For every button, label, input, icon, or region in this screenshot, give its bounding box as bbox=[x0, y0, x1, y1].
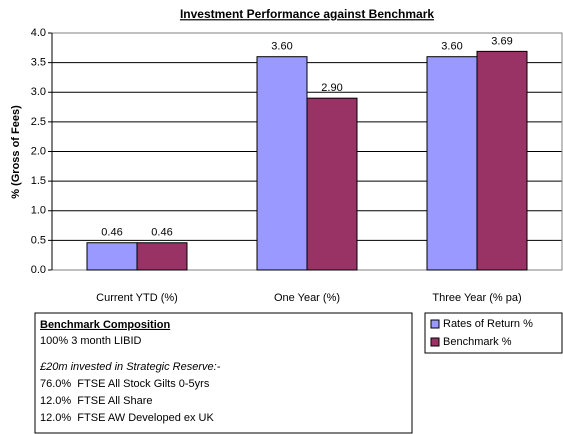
legend-label: Rates of Return % bbox=[443, 318, 533, 330]
x-tick-label: Three Year (% pa) bbox=[432, 292, 521, 304]
bar bbox=[136, 242, 188, 271]
value-label: 3.60 bbox=[441, 41, 462, 53]
value-label: 3.60 bbox=[271, 41, 292, 53]
legend-swatch bbox=[430, 337, 440, 347]
benchmark-box bbox=[34, 312, 413, 434]
value-label: 0.46 bbox=[151, 227, 172, 239]
y-tick-label: 2.5 bbox=[31, 116, 46, 128]
y-tick-label: 3.5 bbox=[31, 57, 46, 69]
y-tick-label: 0.5 bbox=[31, 234, 46, 246]
benchmark-line: 12.0% FTSE All Share bbox=[40, 395, 153, 407]
value-label: 0.46 bbox=[101, 227, 122, 239]
value-label: 3.69 bbox=[491, 35, 512, 47]
chart-title: Investment Performance against Benchmark bbox=[180, 7, 434, 21]
y-tick-label: 0.0 bbox=[31, 264, 46, 276]
bar bbox=[256, 56, 308, 271]
legend-label: Benchmark % bbox=[443, 336, 512, 348]
y-tick-label: 1.5 bbox=[31, 175, 46, 187]
bar bbox=[476, 50, 528, 271]
bar bbox=[306, 97, 358, 271]
bar bbox=[86, 242, 138, 271]
x-tick-label: Current YTD (%) bbox=[96, 292, 178, 304]
benchmark-line: £20m invested in Strategic Reserve:- bbox=[39, 361, 221, 373]
benchmark-line: 12.0% FTSE AW Developed ex UK bbox=[40, 412, 214, 424]
legend-box bbox=[424, 312, 563, 354]
value-label: 2.90 bbox=[321, 82, 342, 94]
x-tick-label: One Year (%) bbox=[274, 292, 340, 304]
y-tick-label: 1.0 bbox=[31, 205, 46, 217]
y-tick-label: 3.0 bbox=[31, 86, 46, 98]
benchmark-line: 100% 3 month LIBID bbox=[40, 335, 142, 347]
benchmark-title: Benchmark Composition bbox=[40, 319, 170, 331]
bar bbox=[426, 56, 478, 271]
y-tick-label: 4.0 bbox=[31, 27, 46, 39]
y-tick-label: 2.0 bbox=[31, 145, 46, 157]
y-axis-label: % (Gross of Fees) bbox=[10, 105, 22, 199]
benchmark-line: 76.0% FTSE All Stock Gilts 0-5yrs bbox=[40, 378, 210, 390]
legend-swatch bbox=[430, 319, 440, 329]
